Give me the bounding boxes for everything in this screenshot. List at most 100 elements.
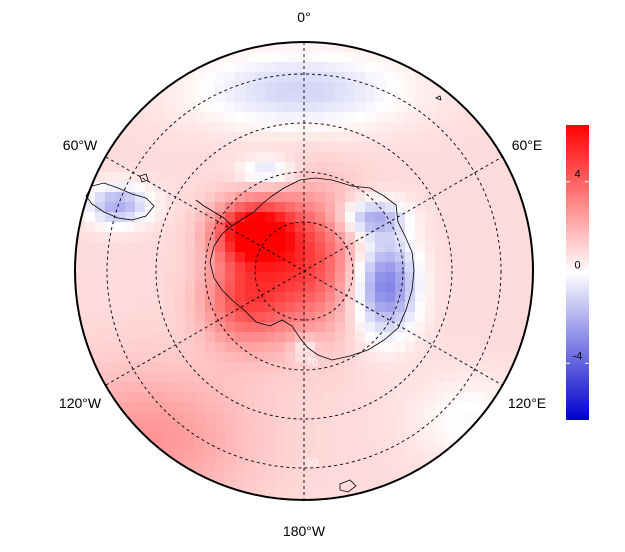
heatmap-cell bbox=[385, 62, 396, 73]
heatmap-cell bbox=[285, 42, 296, 53]
heatmap-cell bbox=[205, 252, 216, 263]
heatmap-cell bbox=[485, 392, 496, 403]
heatmap-cell bbox=[255, 452, 266, 463]
heatmap-cell bbox=[295, 182, 306, 193]
heatmap-cell bbox=[425, 122, 436, 133]
heatmap-cell bbox=[165, 102, 176, 113]
heatmap-cell bbox=[265, 142, 276, 153]
heatmap-cell bbox=[225, 332, 236, 343]
heatmap-cell bbox=[145, 222, 156, 233]
heatmap-cell bbox=[465, 282, 476, 293]
heatmap-cell bbox=[375, 492, 386, 500]
heatmap-cell bbox=[225, 402, 236, 413]
heatmap-cell bbox=[435, 372, 446, 383]
heatmap-cell bbox=[205, 202, 216, 213]
heatmap-cell bbox=[245, 202, 256, 213]
heatmap-cell bbox=[455, 112, 466, 123]
heatmap-cell bbox=[475, 242, 486, 253]
heatmap-cell bbox=[355, 422, 366, 433]
heatmap-cell bbox=[205, 122, 216, 133]
heatmap-cell bbox=[375, 272, 386, 283]
heatmap-cell bbox=[505, 352, 516, 363]
heatmap-cell bbox=[185, 142, 196, 153]
heatmap-cell bbox=[265, 102, 276, 113]
heatmap-cell bbox=[245, 222, 256, 233]
heatmap-cell bbox=[85, 282, 96, 293]
heatmap-cell bbox=[315, 352, 326, 363]
heatmap-cell bbox=[255, 362, 266, 373]
heatmap-cell bbox=[285, 492, 296, 500]
heatmap-cell bbox=[205, 132, 216, 143]
heatmap-cell bbox=[375, 432, 386, 443]
heatmap-cell bbox=[115, 342, 126, 353]
heatmap-cell bbox=[125, 262, 136, 273]
heatmap-cell bbox=[305, 402, 316, 413]
heatmap-cell bbox=[295, 112, 306, 123]
heatmap-cell bbox=[105, 332, 116, 343]
heatmap-cell bbox=[445, 92, 456, 103]
heatmap-cell bbox=[295, 312, 306, 323]
heatmap-cell bbox=[415, 402, 426, 413]
heatmap-cell bbox=[345, 162, 356, 173]
heatmap-cell bbox=[345, 202, 356, 213]
heatmap-cell bbox=[245, 322, 256, 333]
heatmap-cell bbox=[505, 292, 516, 303]
heatmap-cell bbox=[345, 332, 356, 343]
heatmap-cell bbox=[85, 262, 96, 273]
heatmap-cell bbox=[175, 412, 186, 423]
heatmap-cell bbox=[125, 382, 136, 393]
heatmap-cell bbox=[345, 272, 356, 283]
heatmap-cell bbox=[395, 172, 406, 183]
heatmap-cell bbox=[485, 282, 496, 293]
heatmap-cell bbox=[375, 212, 386, 223]
heatmap-cell bbox=[385, 272, 396, 283]
heatmap-cell bbox=[125, 292, 136, 303]
heatmap-cell bbox=[415, 312, 426, 323]
heatmap-cell bbox=[155, 352, 166, 363]
heatmap-cell bbox=[135, 372, 146, 383]
heatmap-cell bbox=[405, 232, 416, 243]
heatmap-cell bbox=[455, 232, 466, 243]
heatmap-cell bbox=[315, 92, 326, 103]
heatmap-cell bbox=[115, 162, 126, 173]
heatmap-cell bbox=[205, 372, 216, 383]
heatmap-cell bbox=[355, 92, 366, 103]
heatmap-cell bbox=[195, 252, 206, 263]
heatmap-cell bbox=[495, 182, 506, 193]
heatmap-cell bbox=[195, 392, 206, 403]
heatmap-cell bbox=[185, 412, 196, 423]
heatmap-cell bbox=[315, 382, 326, 393]
heatmap-cell bbox=[205, 482, 216, 493]
heatmap-cell bbox=[475, 302, 486, 313]
heatmap-cell bbox=[165, 172, 176, 183]
heatmap-cell bbox=[375, 222, 386, 233]
heatmap-cell bbox=[415, 262, 426, 273]
heatmap-cell bbox=[485, 142, 496, 153]
heatmap-cell bbox=[345, 192, 356, 203]
heatmap-cell bbox=[425, 382, 436, 393]
heatmap-cell bbox=[255, 192, 266, 203]
heatmap-cell bbox=[295, 232, 306, 243]
heatmap-cell bbox=[445, 452, 456, 463]
heatmap-cell bbox=[385, 212, 396, 223]
heatmap-cell bbox=[375, 312, 386, 323]
heatmap-cell bbox=[395, 302, 406, 313]
heatmap-cell bbox=[295, 72, 306, 83]
heatmap-cell bbox=[405, 342, 416, 353]
heatmap-cell bbox=[125, 282, 136, 293]
heatmap-cell bbox=[385, 412, 396, 423]
heatmap-cell bbox=[325, 262, 336, 273]
heatmap-cell bbox=[275, 92, 286, 103]
heatmap-cell bbox=[515, 262, 526, 273]
heatmap-cell bbox=[365, 142, 376, 153]
heatmap-cell bbox=[155, 442, 166, 453]
heatmap-cell bbox=[445, 322, 456, 333]
heatmap-cell bbox=[125, 332, 136, 343]
heatmap-cell bbox=[315, 362, 326, 373]
heatmap-cell bbox=[335, 332, 346, 343]
heatmap-cell bbox=[435, 312, 446, 323]
heatmap-cell bbox=[165, 262, 176, 273]
heatmap-cell bbox=[285, 152, 296, 163]
heatmap-cell bbox=[245, 242, 256, 253]
heatmap-cell bbox=[335, 102, 346, 113]
